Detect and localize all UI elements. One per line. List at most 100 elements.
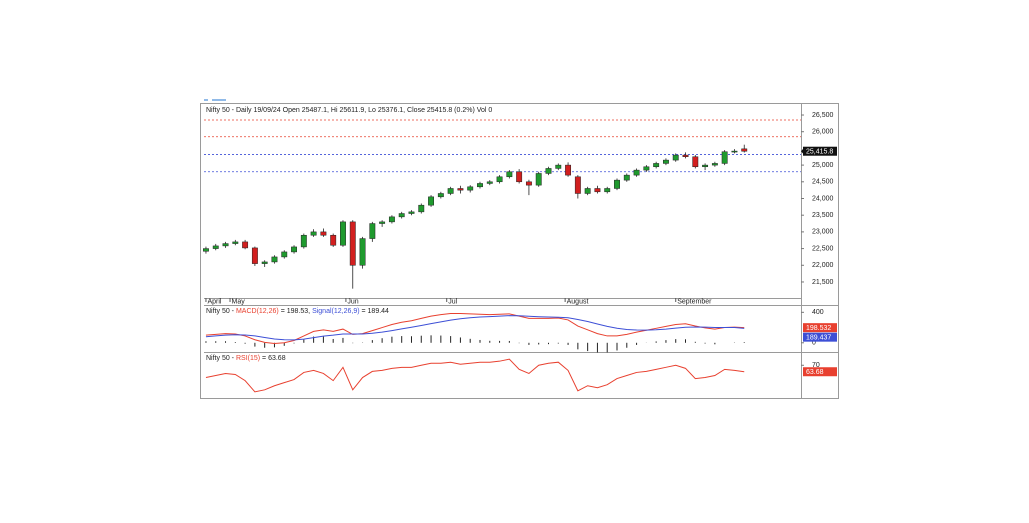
y-tick-label: 23,000	[812, 229, 834, 236]
candle-body	[330, 234, 337, 246]
legend-readout: = 198.53,	[281, 308, 310, 315]
y-tick-label: 400	[812, 309, 824, 316]
candle-body	[721, 151, 728, 164]
legend-series-name: Signal(12,26,9)	[312, 308, 359, 315]
candle-body	[359, 238, 366, 266]
candle-body	[692, 156, 699, 168]
y-tick-label: 24,000	[812, 195, 834, 202]
candle-body	[388, 216, 395, 223]
candle-body	[349, 221, 356, 266]
candle-body	[251, 247, 258, 264]
legend-series-name: RSI(15)	[236, 355, 260, 362]
candle-body	[731, 150, 738, 153]
candle-body	[604, 188, 611, 193]
candle-body	[418, 204, 425, 213]
candle-body	[477, 183, 483, 188]
candle-body	[535, 173, 542, 186]
candle-body	[222, 243, 229, 247]
candle-body	[614, 179, 620, 189]
candle-body	[672, 154, 679, 161]
candle-body	[633, 169, 640, 176]
candle-body	[300, 234, 307, 248]
panel-legend: Nifty 50 - RSI(15) = 63.68	[206, 355, 286, 362]
candle-body	[261, 261, 268, 264]
candle-body	[320, 231, 327, 236]
candle-body	[242, 241, 249, 249]
value-box	[803, 146, 837, 156]
legend-prefix: Nifty 50 -	[206, 308, 235, 315]
candle-body	[623, 174, 630, 181]
y-tick-label: 23,500	[812, 212, 834, 219]
legend-readout: = 63.68	[262, 355, 286, 362]
candle-body	[340, 221, 346, 246]
candle-body	[457, 188, 464, 191]
candle-body	[437, 193, 444, 198]
candle-body	[310, 231, 317, 236]
candle-body	[428, 196, 434, 206]
candle-body	[496, 176, 503, 183]
legend-readout: = 189.44	[362, 308, 390, 315]
candle-body	[574, 176, 581, 194]
candle-body	[711, 163, 718, 166]
legend-prefix: Nifty 50 -	[206, 355, 235, 362]
indicator-line	[205, 358, 745, 393]
candle-body	[565, 164, 572, 176]
y-tick-label: 25,000	[812, 162, 834, 169]
candle-body	[212, 245, 219, 249]
y-tick-label: 22,500	[812, 245, 834, 252]
candle-body	[486, 181, 493, 184]
value-box-label: 63.68	[806, 369, 824, 376]
y-tick-label: 70	[812, 362, 820, 369]
candle-body	[525, 181, 532, 186]
value-box	[803, 367, 837, 377]
candle-body	[232, 241, 239, 244]
y-tick-label: 24,500	[812, 179, 834, 186]
y-tick-label: 26,500	[812, 112, 834, 119]
candle-body	[643, 166, 650, 171]
candle-body	[506, 171, 513, 178]
y-tick-label: 0	[812, 340, 816, 347]
candle-body	[408, 211, 415, 214]
x-tick-label: Jul	[448, 298, 457, 305]
candle-body	[545, 168, 552, 174]
indicator-line	[205, 315, 745, 341]
value-box-label: 25,415.8	[806, 149, 833, 156]
candle-body	[447, 188, 454, 194]
candle-body	[662, 159, 669, 164]
candle-body	[653, 163, 660, 168]
candle-body	[379, 221, 386, 224]
candle-body	[398, 213, 405, 218]
x-tick-label: September	[677, 298, 712, 305]
candle-body	[702, 164, 709, 168]
value-box-label: 198.532	[806, 325, 831, 332]
candle-body	[555, 164, 562, 169]
candle-body	[741, 148, 748, 152]
panel-legend: Nifty 50 - MACD(12,26) = 198.53, Signal(…	[206, 308, 389, 315]
x-tick-label: May	[232, 298, 246, 305]
candle-body	[281, 251, 288, 258]
value-box-label: 189.437	[806, 335, 831, 342]
value-box	[803, 323, 837, 333]
x-tick-label: August	[567, 298, 589, 305]
candle-body	[682, 154, 689, 158]
candle-body	[516, 171, 523, 183]
candle-body	[584, 188, 591, 194]
y-tick-label: 26,000	[812, 129, 834, 136]
legend-series-name: MACD(12,26)	[236, 308, 279, 315]
y-tick-label: 22,000	[812, 262, 834, 269]
chart-frame	[200, 103, 839, 399]
value-box	[803, 332, 837, 342]
candle-body	[291, 246, 297, 253]
candle-body	[369, 223, 376, 239]
candle-body	[467, 186, 474, 191]
candle-body	[594, 188, 601, 193]
candle-body	[203, 248, 209, 252]
x-tick-label: Jun	[347, 298, 358, 305]
x-tick-label: April	[207, 298, 221, 305]
candle-body	[271, 256, 278, 263]
y-tick-label: 21,500	[812, 279, 834, 286]
